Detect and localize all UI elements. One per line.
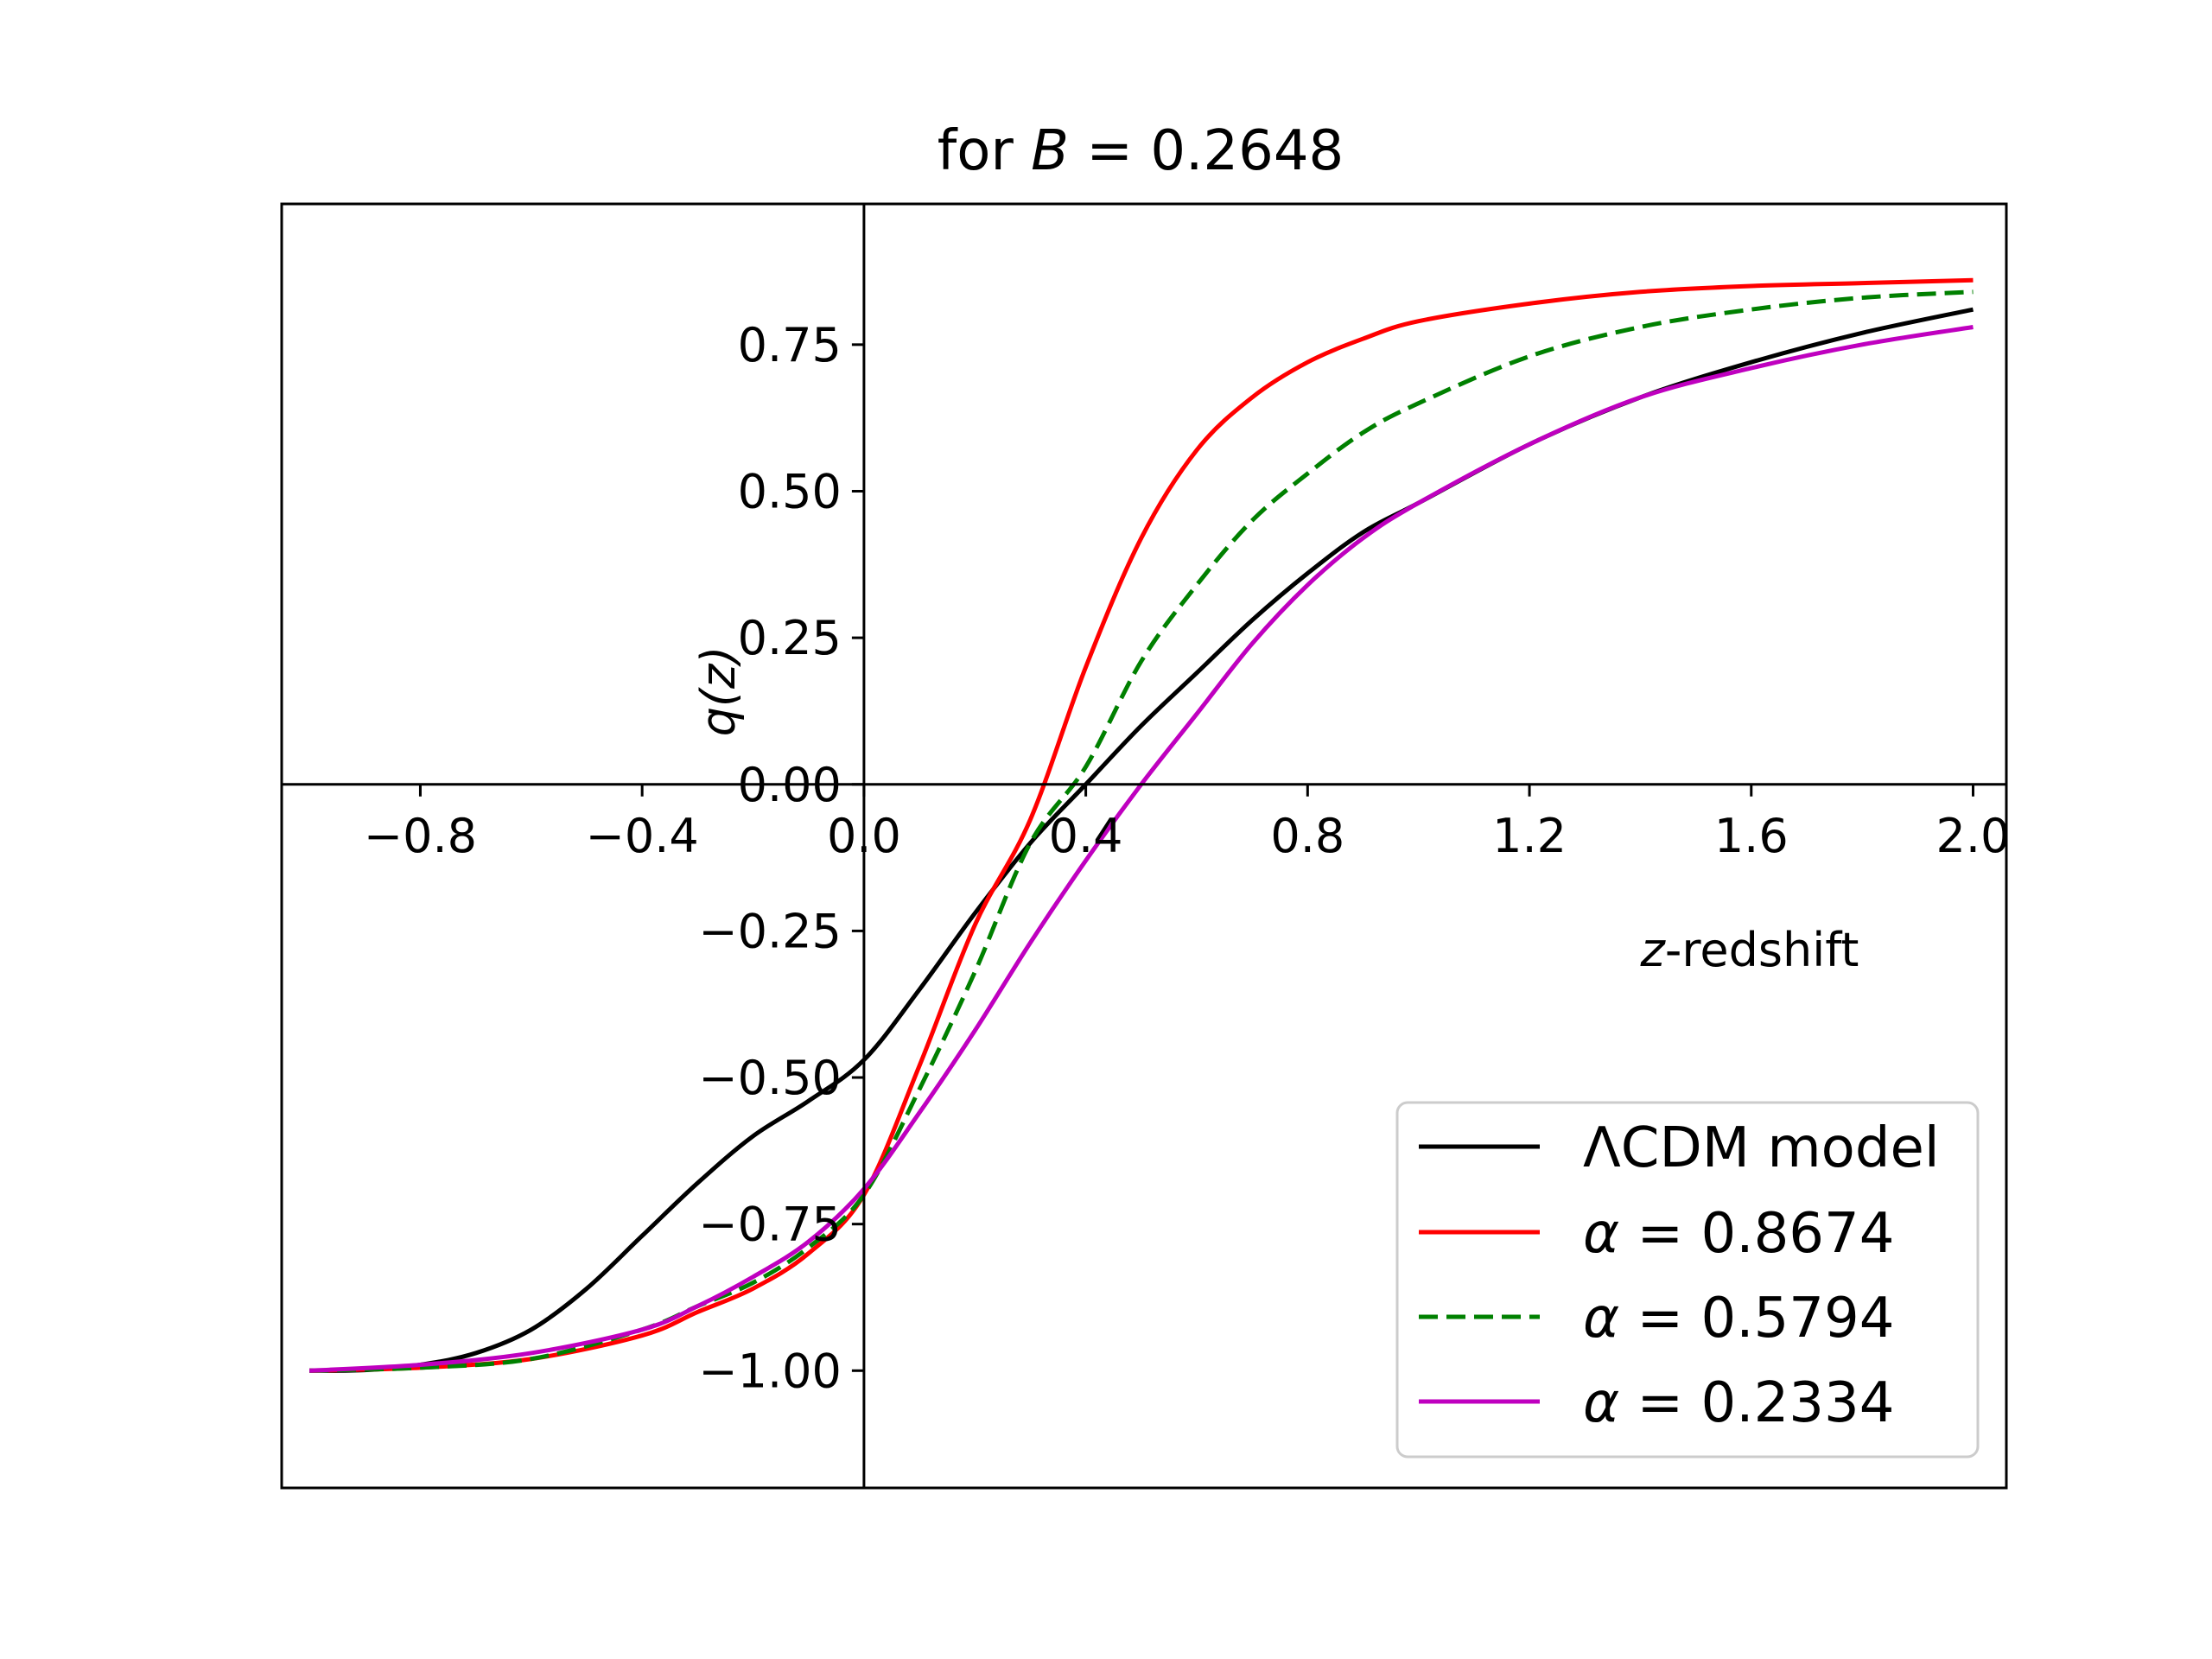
x-tick-label: 2.0 (1936, 809, 2011, 863)
x-tick-label: 1.6 (1714, 809, 1789, 863)
y-axis-label: q(z) (691, 646, 746, 737)
legend-label-alpha-02334: α = 0.2334 (1583, 1371, 1894, 1435)
x-tick-label: −0.4 (586, 809, 699, 863)
x-axis-label: z-redshift (1640, 923, 1859, 977)
tick-layer: −0.8 −0.4 0.0 0.4 0.8 1.2 1.6 2.0 −1.00 −0.75 −0.5… (364, 318, 2011, 1398)
y-tick-label: −0.50 (698, 1051, 841, 1105)
y-tick-label: 0.00 (738, 758, 842, 812)
legend: ΛCDM model α = 0.8674 α = 0.5794 α = 0.2… (1395, 1101, 1980, 1459)
legend-label-alpha-08674: α = 0.8674 (1583, 1202, 1894, 1266)
legend-label-lcdm: ΛCDM model (1583, 1116, 1940, 1180)
x-tick-label: 0.8 (1270, 809, 1344, 863)
x-tick-label: 1.2 (1492, 809, 1567, 863)
series-line-alpha-08674 (309, 277, 1974, 1373)
x-tick-label: −0.8 (364, 809, 477, 863)
y-tick-label: 0.25 (738, 611, 842, 665)
series-layer (308, 277, 1974, 1373)
y-tick-label: 0.75 (738, 318, 842, 372)
y-tick-label: −1.00 (698, 1344, 841, 1398)
legend-box (1395, 1101, 1980, 1459)
y-tick-label: 0.50 (738, 464, 842, 518)
plot-frame (280, 202, 2008, 1490)
chart-title: for B = 0.2648 (938, 119, 1344, 183)
legend-label-alpha-05794: α = 0.5794 (1583, 1287, 1894, 1351)
y-tick-label: −0.75 (698, 1198, 841, 1252)
series-line-alpha-02334 (308, 325, 1974, 1373)
x-tick-label: 0.4 (1049, 809, 1123, 863)
y-tick-label: −0.25 (698, 904, 841, 958)
x-tick-label: 0.0 (827, 809, 901, 863)
